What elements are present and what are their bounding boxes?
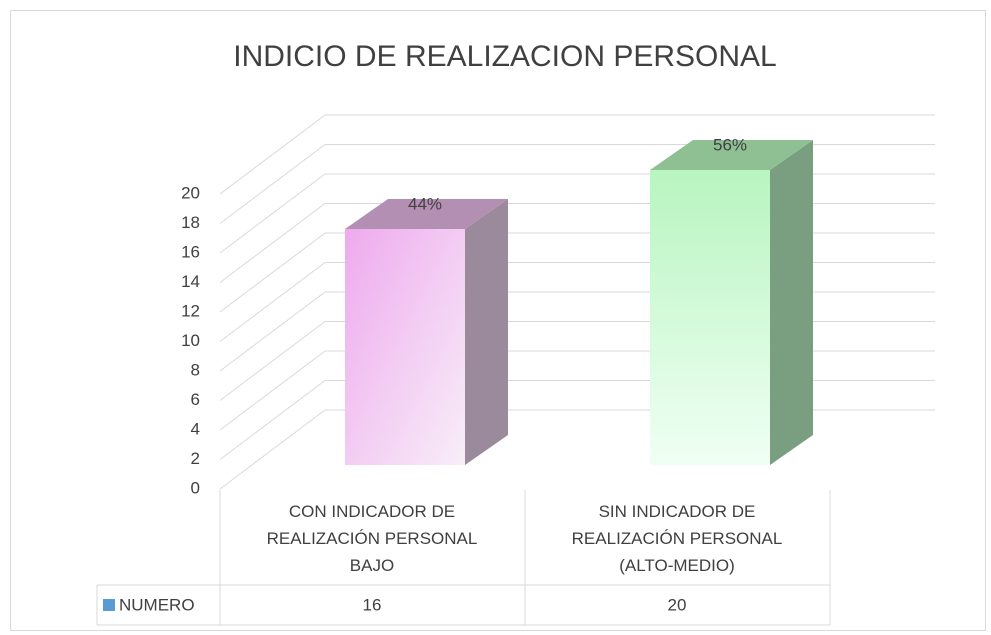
y-tick-label: 6 xyxy=(191,390,200,409)
y-tick-label: 0 xyxy=(191,478,200,497)
table-value: 16 xyxy=(363,595,382,614)
y-tick-label: 12 xyxy=(181,301,200,320)
legend-key xyxy=(103,599,115,611)
grid-line xyxy=(219,144,326,224)
grid-line xyxy=(219,380,326,460)
y-tick-label: 2 xyxy=(191,449,200,468)
bar xyxy=(345,229,465,465)
grid-line xyxy=(219,203,326,283)
grid-line xyxy=(219,173,326,254)
grid-line xyxy=(219,114,326,195)
y-tick-label: 16 xyxy=(181,242,200,261)
y-tick-label: 18 xyxy=(181,213,200,232)
bar-top xyxy=(345,199,508,229)
table-value: 20 xyxy=(668,595,687,614)
category-label: CON INDICADOR DE REALIZACIÓN PERSONAL BA… xyxy=(266,502,478,575)
y-tick-label: 10 xyxy=(181,331,200,350)
y-tick-label: 20 xyxy=(181,183,200,202)
chart-title: INDICIO DE REALIZACION PERSONAL xyxy=(233,40,776,73)
grid-line xyxy=(219,321,326,401)
y-tick-label: 8 xyxy=(191,360,200,379)
grid-line xyxy=(219,409,326,490)
chart-border xyxy=(10,10,986,631)
y-tick-label: 4 xyxy=(191,419,200,438)
bar-top xyxy=(650,140,813,170)
bar-side xyxy=(770,140,813,465)
data-label: 44% xyxy=(408,194,442,213)
grid-line xyxy=(219,262,326,342)
bar-side xyxy=(465,199,508,465)
data-label: 56% xyxy=(713,135,747,154)
grid-line xyxy=(219,291,326,372)
bar xyxy=(650,170,770,465)
category-label: SIN INDICADOR DE REALIZACIÓN PERSONAL (A… xyxy=(571,502,783,575)
y-tick-label: 14 xyxy=(181,272,200,291)
legend-label: NUMERO xyxy=(119,595,195,614)
grid-line xyxy=(219,350,326,431)
grid-line xyxy=(219,232,326,313)
